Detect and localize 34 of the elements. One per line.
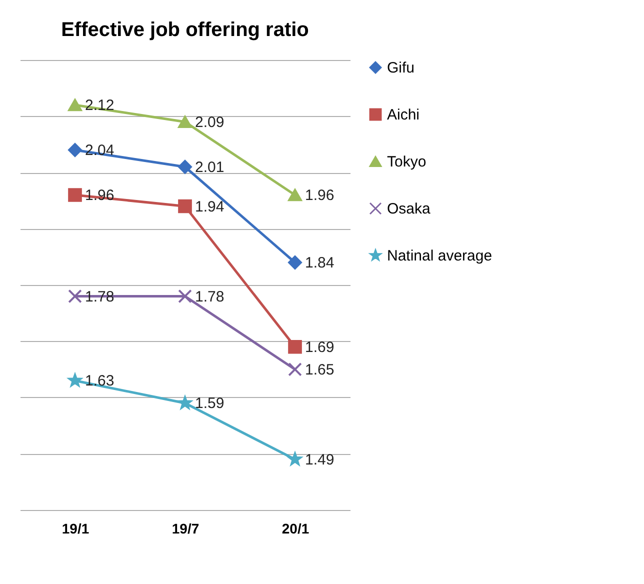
point: [178, 116, 192, 128]
point: [288, 340, 302, 354]
point: [288, 256, 302, 270]
point: [68, 289, 82, 304]
data-label: 1.59: [195, 395, 224, 412]
data-label: 2.01: [195, 158, 224, 176]
data-label: 1.49: [305, 451, 334, 468]
point: [68, 98, 82, 112]
legend-label: Gifu: [387, 60, 415, 76]
legend-label: Natinal average: [387, 248, 492, 264]
point: [178, 160, 192, 174]
data-label: 2.09: [195, 114, 224, 131]
x-tick-label: 19/1: [62, 520, 90, 536]
data-label: 1.69: [305, 338, 334, 356]
point: [288, 452, 302, 466]
data-label: 1.96: [305, 187, 334, 204]
data-label: 1.84: [305, 254, 334, 272]
point: [178, 289, 192, 304]
point: [68, 143, 82, 157]
chart-title: Effective job offering ratio: [61, 19, 309, 41]
point: [288, 362, 302, 376]
data-label: 1.94: [195, 198, 224, 216]
data-label: 1.78: [195, 288, 224, 306]
legend-label: Aichi: [387, 106, 420, 124]
point: [288, 188, 302, 202]
point: [68, 374, 82, 386]
legend-label: Osaka: [387, 200, 432, 218]
point: [68, 188, 82, 202]
point: [178, 396, 192, 409]
x-tick-label: 19/7: [172, 520, 200, 536]
legend-label: Tokyo: [387, 154, 426, 170]
point: [178, 199, 192, 214]
x-tick-label: 20/1: [282, 520, 310, 536]
data-label: 1.65: [305, 361, 334, 378]
